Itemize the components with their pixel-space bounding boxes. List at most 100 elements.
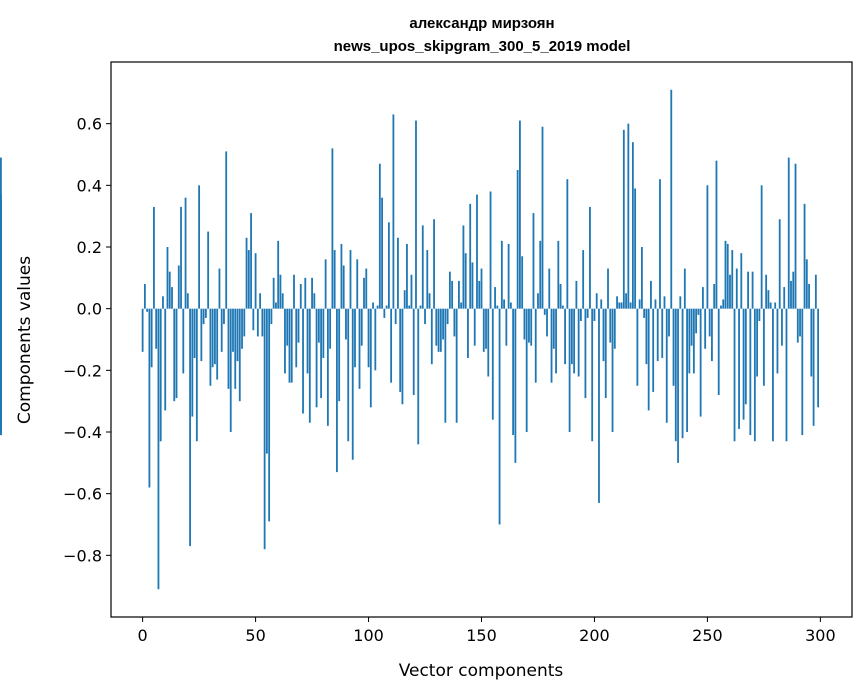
bar-261 xyxy=(731,250,734,309)
bar-199 xyxy=(591,308,594,442)
bar-1 xyxy=(143,284,146,309)
bar-8 xyxy=(159,308,162,442)
bar-142 xyxy=(462,225,465,309)
bar-82 xyxy=(326,308,329,426)
bar-98 xyxy=(363,277,365,309)
bar-107 xyxy=(383,308,386,318)
bar-176 xyxy=(539,240,542,309)
bar-15 xyxy=(175,308,178,399)
bar-64 xyxy=(286,308,289,346)
bar-264 xyxy=(738,308,740,429)
bar-254 xyxy=(715,160,718,309)
bar-145 xyxy=(469,203,472,309)
bar-167 xyxy=(519,120,521,309)
bar-248 xyxy=(701,287,704,309)
bar-127 xyxy=(428,293,431,309)
bar-9 xyxy=(162,296,164,309)
bar-291 xyxy=(799,308,801,337)
bar-122 xyxy=(417,308,420,445)
bar-116 xyxy=(403,290,406,309)
bar-126 xyxy=(426,250,429,309)
bar-256 xyxy=(720,305,722,309)
bar-undefined xyxy=(0,308,2,423)
bar-211 xyxy=(618,302,621,309)
bar-225 xyxy=(650,280,652,309)
bar-227 xyxy=(654,299,657,309)
bar-163 xyxy=(509,302,512,309)
bar-undefined xyxy=(0,200,2,309)
bar-137 xyxy=(451,280,454,309)
bar-239 xyxy=(681,308,684,439)
bar-5 xyxy=(153,206,155,309)
bar-252 xyxy=(711,308,713,362)
bar-235 xyxy=(672,308,675,386)
bar-263 xyxy=(735,268,738,309)
bar-279 xyxy=(772,308,774,442)
bar-48 xyxy=(250,213,252,309)
bar-174 xyxy=(534,308,537,383)
bar-54 xyxy=(263,308,266,550)
bar-124 xyxy=(421,225,424,309)
bar-218 xyxy=(634,188,637,309)
bar-139 xyxy=(455,308,458,423)
bar-37 xyxy=(225,151,228,309)
bar-153 xyxy=(487,308,490,377)
bar-47 xyxy=(247,250,250,309)
bar-220 xyxy=(638,299,641,309)
y-tick-label: 0.0 xyxy=(77,300,102,319)
bar-21 xyxy=(189,308,191,547)
bar-299 xyxy=(817,308,820,408)
bar-232 xyxy=(665,308,668,423)
bar-280 xyxy=(774,302,777,309)
bar-224 xyxy=(647,308,650,411)
bar-273 xyxy=(758,308,761,321)
y-tick-label: 0.2 xyxy=(77,238,102,257)
bar-56 xyxy=(268,308,271,522)
bar-150 xyxy=(480,268,483,309)
x-tick-label: 0 xyxy=(138,626,148,645)
bar-58 xyxy=(272,277,275,309)
bar-234 xyxy=(670,89,673,309)
bar-233 xyxy=(668,308,670,337)
bar-202 xyxy=(598,308,600,503)
bar-159 xyxy=(500,240,503,309)
bar-260 xyxy=(729,274,731,309)
bar-247 xyxy=(699,308,702,417)
bar-217 xyxy=(631,142,634,309)
x-tick-label: 100 xyxy=(353,626,384,645)
bar-144 xyxy=(467,308,469,358)
bar-88 xyxy=(340,243,343,309)
bar-294 xyxy=(805,259,808,309)
bar-229 xyxy=(659,179,661,309)
bar-52 xyxy=(259,293,262,309)
bar-68 xyxy=(295,308,298,368)
bar-171 xyxy=(528,308,530,343)
bar-10 xyxy=(164,308,167,411)
x-tick-label: 150 xyxy=(466,626,497,645)
bar-104 xyxy=(376,305,379,309)
bar-149 xyxy=(478,280,481,309)
bar-194 xyxy=(580,308,582,321)
bar-112 xyxy=(394,308,397,325)
bar-123 xyxy=(419,305,422,309)
bar-296 xyxy=(810,308,813,377)
bar-271 xyxy=(753,308,756,442)
bar-95 xyxy=(356,259,359,309)
bar-258 xyxy=(724,240,727,309)
bar-84 xyxy=(331,148,334,309)
bar-55 xyxy=(265,308,268,454)
bar-154 xyxy=(489,191,492,309)
bar-203 xyxy=(600,299,603,309)
bar-293 xyxy=(803,203,806,309)
y-tick-label: 0.4 xyxy=(77,176,102,195)
bar-277 xyxy=(767,290,770,309)
bar-78 xyxy=(317,308,320,343)
bar-209 xyxy=(613,308,616,349)
bar-0 xyxy=(141,308,144,352)
bar-41 xyxy=(234,308,237,389)
bar-110 xyxy=(390,308,393,383)
y-tick-label: −0.4 xyxy=(63,423,102,442)
bar-210 xyxy=(616,296,618,309)
y-tick-label: −0.2 xyxy=(63,361,102,380)
bar-4 xyxy=(150,308,153,368)
